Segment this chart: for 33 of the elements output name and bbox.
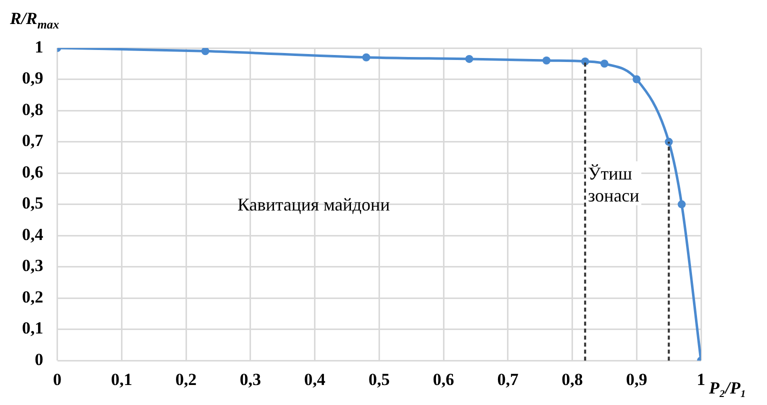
y-tick-label: 1 — [34, 37, 44, 56]
y-tick-label: 0,5 — [22, 194, 44, 213]
x-tick-label: 0,5 — [368, 370, 390, 390]
y-tick-label: 0,2 — [22, 287, 44, 306]
y-tick-label: 0,4 — [22, 224, 44, 244]
y-tick-label: 0,3 — [22, 256, 44, 276]
point — [600, 60, 608, 68]
point — [664, 138, 673, 146]
y-tick-label: 0,6 — [22, 162, 44, 182]
y-tick-label: 0,9 — [22, 68, 44, 88]
x-tick-label: 0,1 — [111, 370, 132, 390]
annotation: Ўтиш зонаси — [588, 163, 640, 206]
point — [542, 56, 550, 65]
point — [201, 48, 210, 56]
y-tick-label: 0,1 — [22, 318, 44, 338]
annotation: Кавитация майдони — [238, 194, 390, 215]
y-tick-label: 0,7 — [22, 131, 44, 150]
point — [362, 53, 370, 62]
y-tick-label: 0,8 — [22, 100, 44, 119]
y-tick-label: 0 — [34, 350, 44, 369]
x-tick-label: 0,9 — [626, 370, 648, 390]
x-tick-label: 1 — [696, 370, 706, 390]
x-tick-label: 0,8 — [562, 370, 583, 390]
x-tick-label: 0 — [53, 370, 62, 390]
x-axis-title: P₂/P₁ — [708, 378, 746, 398]
x-tick-label: 0,7 — [497, 370, 519, 390]
point — [678, 200, 686, 208]
point — [465, 54, 474, 63]
x-tick-label: 0,6 — [432, 370, 454, 390]
x-tick-label: 0,3 — [240, 370, 261, 390]
point — [632, 75, 641, 84]
x-tick-label: 0,4 — [304, 370, 326, 390]
x-tick-label: 0,2 — [175, 370, 197, 390]
